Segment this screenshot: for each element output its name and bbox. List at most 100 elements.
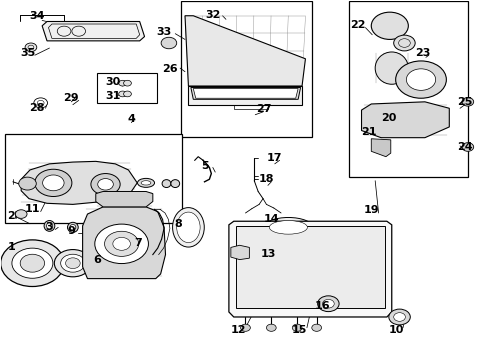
Ellipse shape — [176, 212, 200, 243]
Circle shape — [406, 69, 435, 90]
Circle shape — [119, 91, 126, 97]
Circle shape — [34, 98, 47, 108]
Text: 24: 24 — [456, 142, 472, 152]
Polygon shape — [230, 245, 249, 260]
Circle shape — [317, 296, 338, 312]
Circle shape — [395, 61, 446, 98]
Text: 1: 1 — [7, 242, 15, 252]
Bar — [181, 1, 311, 137]
Polygon shape — [193, 89, 298, 98]
Circle shape — [37, 100, 44, 105]
Polygon shape — [42, 22, 144, 41]
Ellipse shape — [67, 222, 78, 232]
Bar — [97, 73, 157, 103]
Text: 33: 33 — [156, 27, 171, 37]
Text: 30: 30 — [105, 77, 121, 87]
Ellipse shape — [162, 180, 170, 188]
Bar — [233, 101, 267, 109]
Circle shape — [65, 258, 80, 269]
Polygon shape — [184, 16, 305, 86]
Text: 9: 9 — [67, 226, 75, 236]
Ellipse shape — [141, 181, 151, 185]
Text: 26: 26 — [162, 64, 178, 74]
Bar — [4, 134, 182, 223]
Circle shape — [370, 12, 407, 40]
Ellipse shape — [269, 221, 307, 234]
Circle shape — [393, 313, 405, 321]
Circle shape — [72, 26, 85, 36]
Text: 20: 20 — [380, 113, 395, 123]
Circle shape — [28, 45, 34, 49]
Ellipse shape — [170, 180, 179, 188]
Text: 18: 18 — [258, 174, 274, 184]
Circle shape — [54, 249, 91, 277]
Text: 28: 28 — [29, 103, 45, 113]
Circle shape — [25, 43, 37, 51]
Ellipse shape — [172, 208, 204, 247]
Circle shape — [240, 324, 250, 331]
Text: 10: 10 — [388, 325, 404, 335]
Text: 34: 34 — [29, 11, 45, 21]
Circle shape — [113, 237, 130, 250]
Circle shape — [57, 26, 71, 36]
Circle shape — [123, 80, 131, 86]
Text: 31: 31 — [105, 91, 121, 101]
Circle shape — [123, 91, 131, 97]
Ellipse shape — [46, 223, 52, 229]
Circle shape — [61, 254, 85, 272]
Text: 35: 35 — [20, 48, 35, 58]
Circle shape — [15, 210, 27, 219]
Circle shape — [0, 240, 64, 287]
Bar — [348, 1, 467, 177]
Circle shape — [161, 37, 176, 49]
Text: 29: 29 — [63, 93, 79, 103]
Circle shape — [35, 169, 72, 197]
Polygon shape — [361, 102, 448, 138]
Circle shape — [12, 248, 53, 278]
Polygon shape — [82, 207, 165, 279]
Circle shape — [292, 324, 302, 331]
Circle shape — [266, 324, 276, 331]
Text: 8: 8 — [174, 219, 182, 229]
Text: 13: 13 — [260, 248, 275, 258]
Circle shape — [322, 300, 333, 308]
Text: 3: 3 — [45, 222, 53, 232]
Polygon shape — [188, 86, 302, 105]
Circle shape — [119, 80, 126, 86]
Text: 17: 17 — [266, 153, 282, 163]
Circle shape — [19, 177, 36, 190]
Circle shape — [20, 254, 44, 272]
Circle shape — [398, 39, 409, 47]
Text: 32: 32 — [204, 10, 220, 20]
Circle shape — [393, 35, 414, 51]
Text: 12: 12 — [230, 325, 246, 335]
Text: 25: 25 — [456, 97, 471, 107]
Polygon shape — [21, 161, 137, 204]
Text: 22: 22 — [349, 20, 365, 30]
Circle shape — [388, 309, 409, 325]
Text: 4: 4 — [127, 114, 135, 124]
Circle shape — [311, 324, 321, 331]
Polygon shape — [190, 87, 300, 99]
Text: 5: 5 — [201, 161, 209, 171]
Ellipse shape — [44, 221, 55, 231]
Text: 15: 15 — [291, 325, 306, 335]
Text: 16: 16 — [314, 301, 330, 311]
Polygon shape — [96, 192, 153, 207]
Text: 11: 11 — [24, 204, 40, 214]
Circle shape — [98, 179, 113, 190]
Ellipse shape — [137, 179, 154, 187]
Polygon shape — [370, 139, 390, 157]
Circle shape — [42, 175, 64, 191]
Ellipse shape — [264, 217, 312, 237]
Ellipse shape — [374, 52, 407, 84]
Polygon shape — [235, 226, 384, 309]
Text: 2: 2 — [7, 211, 15, 221]
Circle shape — [95, 224, 148, 264]
Text: 23: 23 — [414, 48, 429, 58]
Text: 27: 27 — [256, 104, 271, 114]
Text: 21: 21 — [360, 127, 376, 136]
Polygon shape — [228, 221, 391, 317]
Text: 7: 7 — [134, 238, 142, 248]
Circle shape — [91, 174, 120, 195]
